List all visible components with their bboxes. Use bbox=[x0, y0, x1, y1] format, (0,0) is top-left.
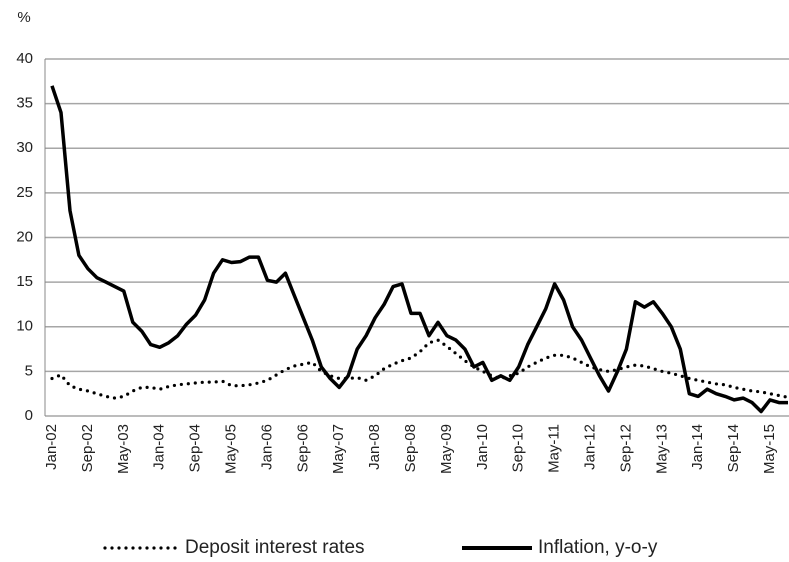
x-tick-label: Sep-10 bbox=[510, 424, 527, 472]
x-tick-label: May-11 bbox=[546, 424, 563, 473]
x-tick-label: May-07 bbox=[330, 424, 347, 474]
legend: Deposit interest rates Inflation, y-o-y bbox=[103, 537, 658, 558]
x-tick-label: Sep-08 bbox=[402, 424, 419, 472]
series-line bbox=[50, 85, 788, 414]
x-tick-label: Jan-12 bbox=[582, 424, 599, 470]
x-tick-label: Sep-12 bbox=[617, 424, 634, 472]
x-tick-label: Jan-06 bbox=[258, 424, 275, 470]
y-tick-label: 30 bbox=[16, 139, 33, 156]
x-tick-label: Sep-06 bbox=[294, 424, 311, 472]
y-tick-label: 15 bbox=[16, 273, 33, 290]
x-tick-label: May-13 bbox=[653, 424, 670, 474]
x-tick-label: Sep-02 bbox=[79, 424, 96, 472]
x-tick-label: Sep-14 bbox=[725, 424, 742, 472]
y-tick-label: 35 bbox=[16, 95, 33, 112]
x-tick-label: May-03 bbox=[115, 424, 132, 474]
legend-label: Inflation, y-o-y bbox=[538, 537, 658, 558]
series-line bbox=[50, 338, 789, 400]
y-axis-label: % bbox=[17, 9, 30, 26]
x-tick-label: Jan-10 bbox=[474, 424, 491, 470]
y-tick-label: 0 bbox=[25, 407, 33, 424]
x-tick-label: May-15 bbox=[761, 424, 778, 474]
x-tick-label: Jan-02 bbox=[43, 424, 60, 470]
legend-label: Deposit interest rates bbox=[185, 537, 365, 558]
x-tick-label: Sep-04 bbox=[187, 424, 204, 472]
y-tick-label: 5 bbox=[25, 362, 33, 379]
x-tick-label: May-05 bbox=[222, 424, 239, 474]
y-tick-label: 10 bbox=[16, 318, 33, 335]
x-tick-label: Jan-04 bbox=[151, 424, 168, 470]
x-tick-label: May-09 bbox=[438, 424, 455, 474]
x-tick-label: Jan-08 bbox=[366, 424, 383, 470]
y-tick-label: 20 bbox=[16, 228, 33, 245]
x-tick-label: Jan-14 bbox=[689, 424, 706, 470]
y-tick-label: 25 bbox=[16, 184, 33, 201]
y-tick-label: 40 bbox=[16, 50, 33, 67]
